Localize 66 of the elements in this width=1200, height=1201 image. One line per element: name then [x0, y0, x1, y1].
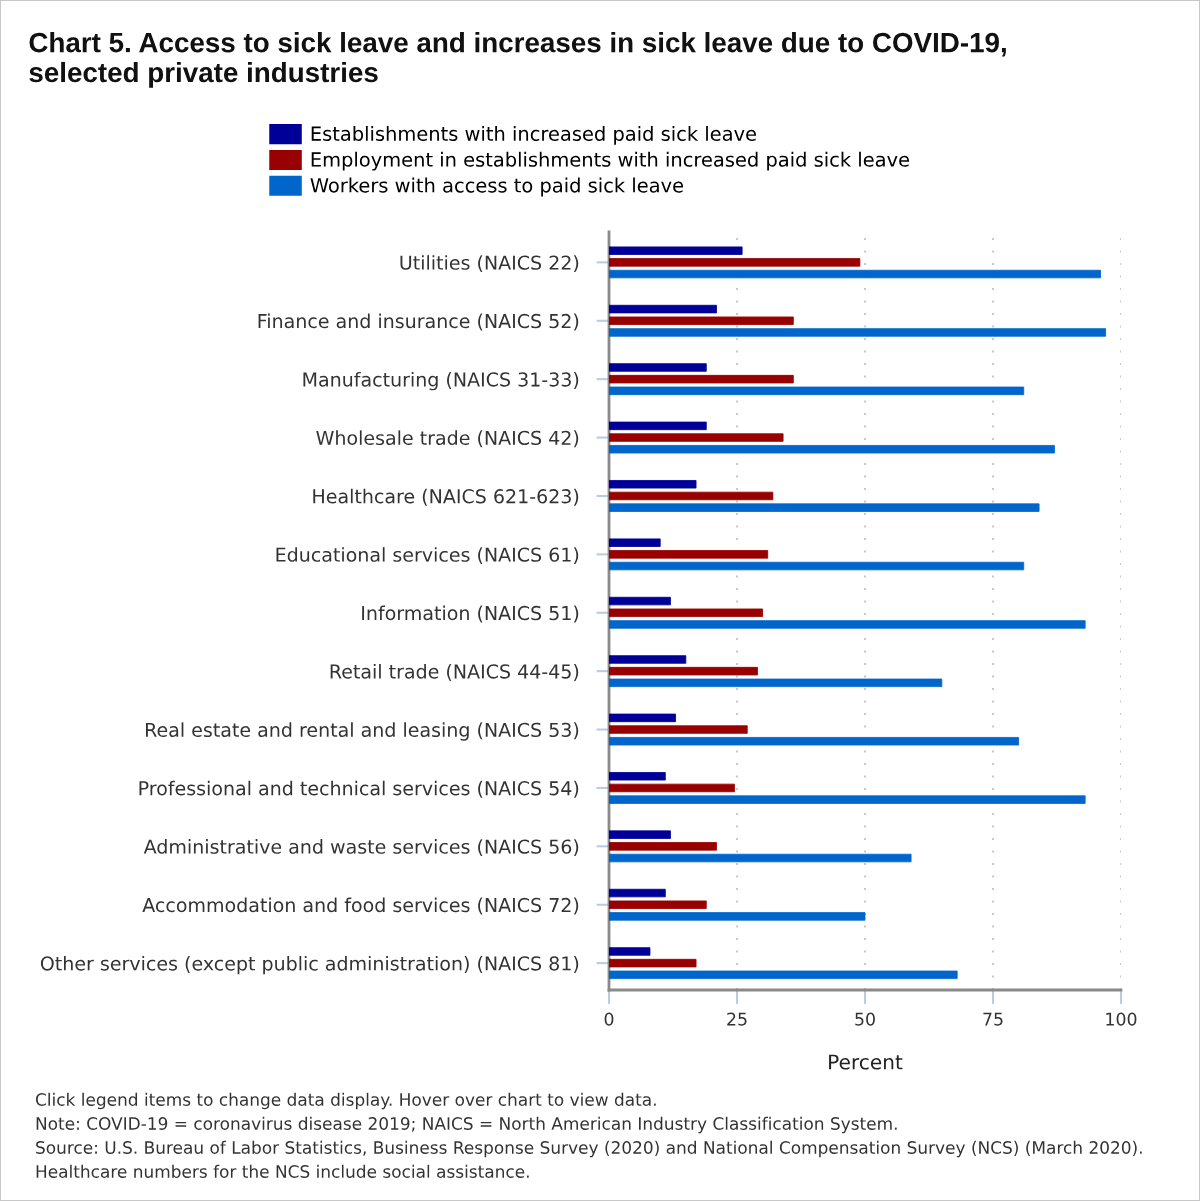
y-tick-label: Retail trade (NAICS 44-45)	[330, 663, 579, 681]
bar	[609, 433, 784, 442]
bar	[609, 830, 671, 839]
y-tick-label: Administrative and waste services (NAICS 56)	[143, 839, 579, 857]
x-tick-label: 75	[983, 1012, 1003, 1026]
bar	[609, 900, 707, 909]
bar	[609, 258, 861, 267]
bar	[609, 304, 717, 314]
bar	[609, 386, 1025, 396]
bar	[609, 608, 764, 617]
y-tick-label: Utilities (NAICS 22)	[400, 255, 579, 273]
legend-label: Employment in establishments with increased paid sick leave	[311, 151, 910, 171]
bar	[609, 713, 676, 723]
bar	[609, 958, 697, 968]
bar	[609, 666, 758, 676]
legend-label: Workers with access to paid sick leave	[310, 177, 684, 197]
x-axis-title: Percent	[829, 1054, 903, 1070]
bar	[609, 888, 666, 898]
y-tick-label: Educational services (NAICS 61)	[276, 547, 579, 565]
y-tick-label: Other services (except public administration) (NAICS 81)	[40, 955, 579, 975]
bar	[609, 445, 1055, 454]
y-tick-label: Wholesale trade (NAICS 42)	[316, 430, 579, 448]
bar	[609, 491, 774, 501]
x-tick-label: 0	[604, 1012, 614, 1026]
bar	[609, 363, 707, 372]
text: Note: COVID-19 = coronavirus disease 2019; NAICS = North American Industry Classification System.	[36, 1116, 897, 1134]
bar	[609, 503, 1040, 512]
chart-title: Chart 5. Access to sick leave and increases in sick leave due to COVID-19, selected private industries	[29, 32, 1006, 88]
bar	[609, 947, 651, 956]
bar	[609, 596, 671, 606]
bar	[609, 328, 1107, 337]
bar	[609, 737, 1020, 746]
text: Healthcare numbers for the NCS include social assistance.	[36, 1164, 529, 1178]
bar	[609, 795, 1086, 804]
y-tick-label: Professional and technical services (NAICS 54)	[139, 780, 579, 798]
y-tick-label: Manufacturing (NAICS 31-33)	[303, 371, 579, 391]
bar	[609, 550, 769, 559]
bar	[609, 374, 794, 384]
bar	[609, 678, 943, 688]
x-tick-label: 50	[855, 1012, 875, 1026]
bar	[609, 725, 748, 734]
bar	[609, 561, 1025, 571]
bar	[609, 620, 1086, 629]
text: Click legend items to change data display. Hover over chart to view data.	[35, 1092, 656, 1110]
bar	[609, 772, 666, 781]
y-tick-label: Real estate and rental and leasing (NAICS 53)	[145, 722, 579, 741]
y-tick-label: Accommodation and food services (NAICS 72)	[142, 897, 579, 915]
y-tick-label: Finance and insurance (NAICS 52)	[258, 313, 579, 331]
x-tick-label: 100	[1106, 1012, 1137, 1026]
y-tick-label: Healthcare (NAICS 621-623)	[313, 488, 579, 506]
bar	[609, 480, 697, 489]
bar	[609, 269, 1101, 279]
bar	[609, 316, 794, 325]
y-tick-label: Information (NAICS 51)	[362, 605, 579, 623]
bar	[609, 421, 707, 431]
legend-label: Establishments with increased paid sick leave	[311, 125, 757, 145]
bar	[609, 853, 912, 863]
x-tick-label: 25	[727, 1012, 747, 1026]
bar	[609, 970, 958, 980]
source-note: Source: U.S. Bureau of Labor Statistics, Business Response Survey (2020) and National Compensation Survey (NCS) (March 2020).	[36, 1140, 1142, 1158]
bar	[609, 783, 735, 793]
bar	[609, 655, 687, 664]
bar	[609, 246, 743, 255]
bar	[609, 842, 717, 851]
bar	[609, 912, 866, 921]
bar	[609, 538, 661, 547]
